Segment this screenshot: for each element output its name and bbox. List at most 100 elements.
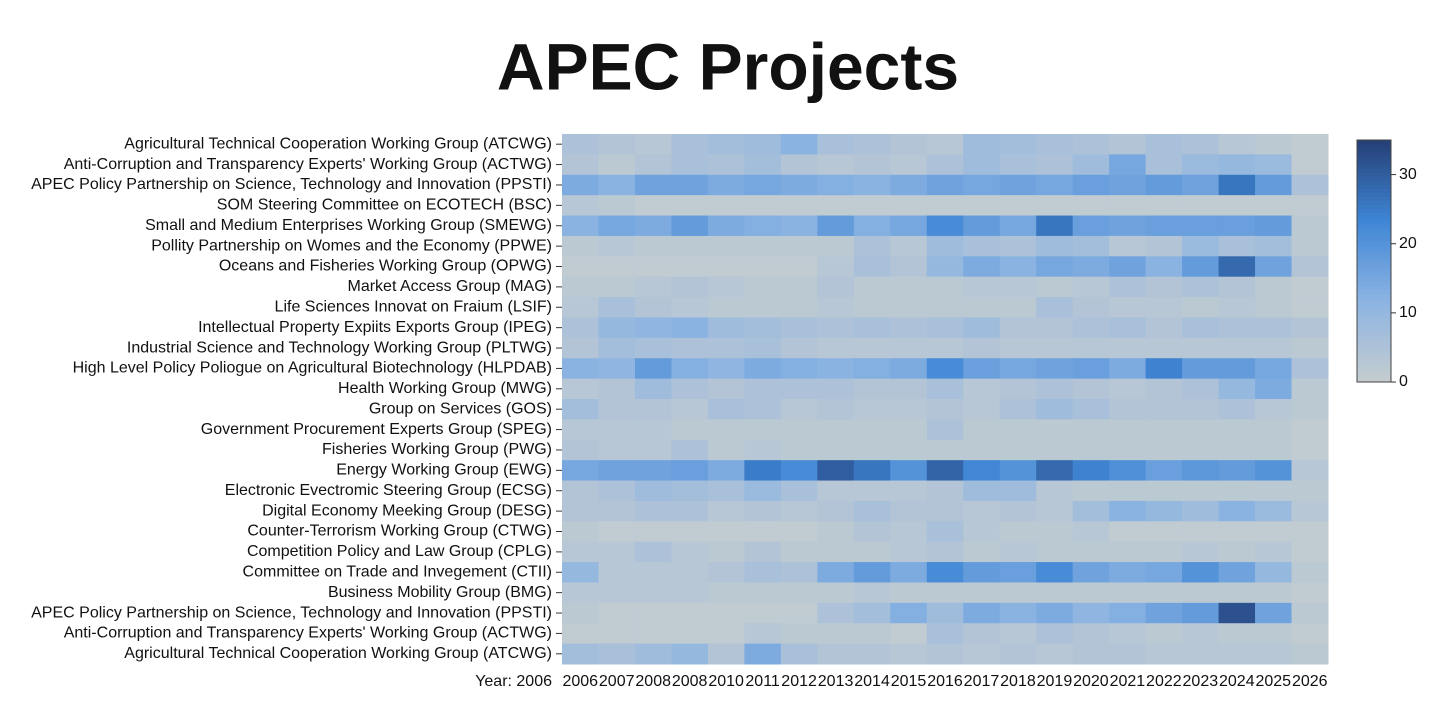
heatmap-cell xyxy=(744,134,782,155)
heatmap-cell xyxy=(1218,541,1256,563)
heatmap-cell xyxy=(1109,256,1147,278)
heatmap-cell xyxy=(817,134,855,155)
heatmap-cell xyxy=(1109,500,1147,522)
heatmap-cell xyxy=(926,439,964,461)
heatmap-cell xyxy=(1182,235,1220,257)
heatmap-cell xyxy=(1291,643,1329,665)
heatmap-cell xyxy=(780,317,818,339)
heatmap-cell xyxy=(999,602,1037,624)
heatmap-cell xyxy=(1109,195,1147,217)
y-tick-label: Counter-Terrorism Working Group (CTWG) xyxy=(247,523,552,540)
heatmap-cell xyxy=(817,399,855,420)
heatmap-cell xyxy=(1182,195,1220,217)
heatmap-cell xyxy=(853,623,891,645)
heatmap-cell xyxy=(890,235,928,257)
y-tick-label: APEC Policy Partnership on Science, Tech… xyxy=(31,604,552,621)
heatmap-cell xyxy=(926,134,964,155)
x-tick-label: 2010 xyxy=(708,673,744,690)
y-tick-label: Energy Working Group (EWG) xyxy=(336,462,552,479)
x-tick-label: 2025 xyxy=(1255,673,1291,690)
heatmap-cell xyxy=(1145,256,1183,278)
colorbar-segment xyxy=(1357,252,1391,258)
heatmap-cell xyxy=(926,521,964,543)
heatmap-cell xyxy=(634,500,672,522)
heatmap-cell xyxy=(1145,623,1183,645)
heatmap-cell xyxy=(1291,541,1329,563)
heatmap-cell xyxy=(817,256,855,278)
heatmap-cell xyxy=(1036,439,1074,461)
heatmap-cell xyxy=(780,582,818,604)
heatmap-cell xyxy=(707,643,745,665)
heatmap-cell xyxy=(671,419,709,441)
heatmap-cell xyxy=(1036,541,1074,563)
heatmap-cell xyxy=(1255,643,1293,665)
heatmap-cell xyxy=(999,582,1037,604)
heatmap-cell xyxy=(1218,154,1256,176)
heatmap-cell xyxy=(1109,460,1147,482)
heatmap-cell xyxy=(999,235,1037,257)
heatmap-cell xyxy=(1255,358,1293,380)
heatmap-cell xyxy=(1182,276,1220,298)
colorbar-tick-label: 30 xyxy=(1399,166,1417,183)
heatmap-cell xyxy=(634,541,672,563)
heatmap-cell xyxy=(1291,174,1329,196)
heatmap-cell xyxy=(1255,439,1293,461)
heatmap-cell xyxy=(780,541,818,563)
heatmap-cell xyxy=(817,582,855,604)
heatmap-cell xyxy=(634,276,672,298)
heatmap-cell xyxy=(1072,154,1110,176)
y-tick-label: Business Mobility Group (BMG) xyxy=(328,584,552,601)
heatmap-cell xyxy=(1218,480,1256,502)
heatmap-cell xyxy=(1291,195,1329,217)
heatmap-cell xyxy=(926,276,964,298)
heatmap-cell xyxy=(634,235,672,257)
heatmap-cell xyxy=(598,439,636,461)
colorbar-segment xyxy=(1357,156,1391,161)
heatmap-cell xyxy=(1255,317,1293,339)
heatmap-cell xyxy=(1182,439,1220,461)
heatmap-cell xyxy=(744,154,782,176)
heatmap-cell xyxy=(707,439,745,461)
heatmap-cell xyxy=(598,399,636,420)
heatmap-cell xyxy=(598,195,636,217)
heatmap-cell xyxy=(744,521,782,543)
heatmap-cell xyxy=(598,460,636,482)
colorbar-segment xyxy=(1357,361,1391,367)
heatmap-cell xyxy=(1036,500,1074,522)
heatmap-cell xyxy=(744,337,782,359)
heatmap-cell xyxy=(853,460,891,482)
heatmap-cell xyxy=(780,276,818,298)
heatmap-cell xyxy=(598,215,636,237)
heatmap-cell xyxy=(1072,276,1110,298)
y-tick-label: Fisheries Working Group (PWG) xyxy=(322,441,552,458)
heatmap-cell xyxy=(817,378,855,400)
heatmap-cell xyxy=(963,337,1001,359)
heatmap-cell xyxy=(1291,460,1329,482)
heatmap-cell xyxy=(634,337,672,359)
heatmap-cell xyxy=(707,154,745,176)
heatmap-cell xyxy=(744,541,782,563)
heatmap-cell xyxy=(999,337,1037,359)
heatmap-cell xyxy=(562,174,599,196)
heatmap-cell xyxy=(671,643,709,665)
heatmap-cell xyxy=(671,399,709,420)
heatmap-cell xyxy=(634,134,672,155)
x-tick-label: 2006 xyxy=(562,673,598,690)
heatmap-cell xyxy=(926,562,964,583)
heatmap-cell xyxy=(1145,195,1183,217)
y-tick-label: Life Sciences Innovat on Fraium (LSIF) xyxy=(275,298,552,315)
colorbar-segment xyxy=(1357,248,1391,254)
heatmap-cell xyxy=(1072,235,1110,257)
colorbar-segment xyxy=(1357,212,1391,218)
heatmap-cell xyxy=(1036,337,1074,359)
heatmap-cell xyxy=(853,134,891,155)
heatmap-cell xyxy=(999,439,1037,461)
heatmap-cell xyxy=(890,439,928,461)
heatmap-cell xyxy=(744,500,782,522)
heatmap-cell xyxy=(744,256,782,278)
heatmap-cell xyxy=(890,276,928,298)
heatmap-cell xyxy=(999,276,1037,298)
heatmap-cell xyxy=(963,297,1001,318)
heatmap-cell xyxy=(707,562,745,583)
y-tick-label: Government Procurement Experts Group (SP… xyxy=(201,421,552,438)
